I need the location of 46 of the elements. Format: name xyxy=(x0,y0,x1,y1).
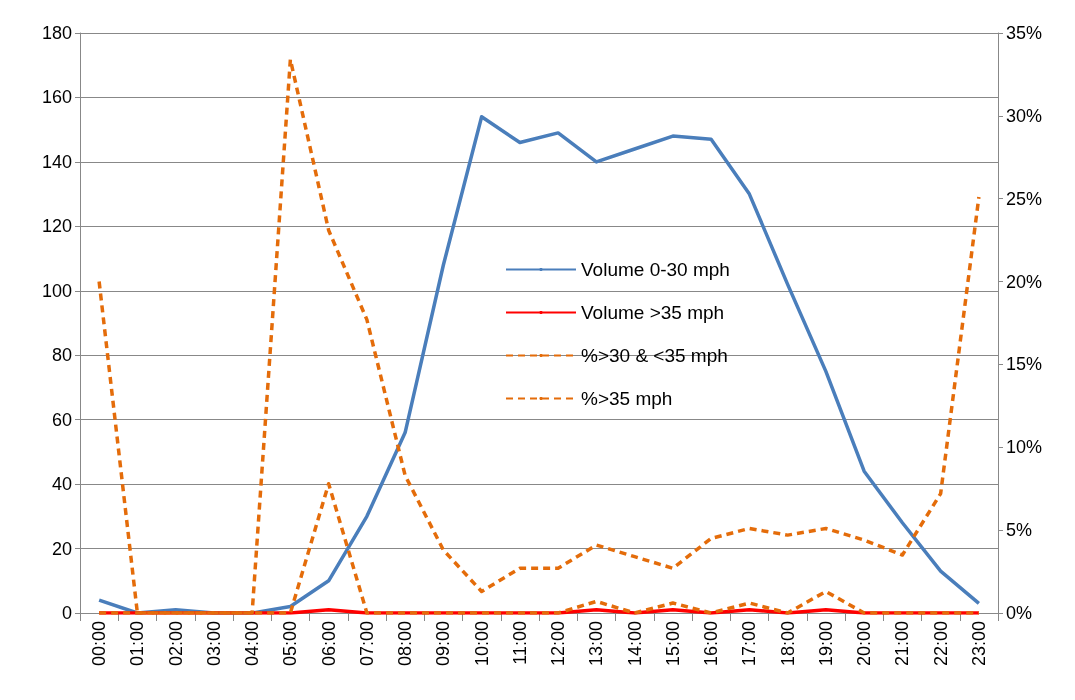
y2-tick-label: 20% xyxy=(1006,271,1043,292)
y-tick-label: 180 xyxy=(41,23,72,43)
y2-tick-label: 30% xyxy=(1006,105,1043,126)
y2-tick-label: 5% xyxy=(1006,520,1033,541)
x-tick-label: 09:00 xyxy=(433,621,454,667)
y-tick-label: 140 xyxy=(41,151,72,172)
x-tick-label: 19:00 xyxy=(815,621,836,667)
y-tick-label: 20 xyxy=(51,538,72,559)
x-tick-label: 18:00 xyxy=(777,621,798,667)
x-tick-label: 21:00 xyxy=(892,621,913,667)
y2-tick-label: 0% xyxy=(1006,603,1033,623)
x-tick-label: 03:00 xyxy=(203,621,224,667)
x-tick-label: 20:00 xyxy=(854,621,875,667)
y2-tick-label: 25% xyxy=(1006,188,1043,209)
legend-label: %>35 mph xyxy=(581,388,673,409)
x-tick-label: 17:00 xyxy=(739,621,760,667)
x-tick-label: 07:00 xyxy=(356,621,377,667)
y-tick-label: 160 xyxy=(41,87,72,108)
x-tick-label: 11:00 xyxy=(509,621,530,665)
x-tick-label: 22:00 xyxy=(930,621,951,667)
legend-label: Volume 0-30 mph xyxy=(581,259,730,280)
x-tick-label: 12:00 xyxy=(548,621,569,667)
y2-tick-label: 35% xyxy=(1006,23,1043,43)
y-tick-label: 40 xyxy=(51,474,72,495)
x-tick-label: 13:00 xyxy=(586,621,607,667)
y-tick-label: 60 xyxy=(51,409,72,430)
x-tick-label: 06:00 xyxy=(318,621,339,667)
x-tick-label: 16:00 xyxy=(701,621,722,667)
x-tick-label: 00:00 xyxy=(89,621,110,667)
x-tick-label: 14:00 xyxy=(624,621,645,667)
x-tick-label: 10:00 xyxy=(471,621,492,667)
y-tick-label: 100 xyxy=(41,280,72,301)
y2-tick-label: 10% xyxy=(1006,437,1043,458)
y-tick-label: 80 xyxy=(51,345,72,366)
legend-label: Volume >35 mph xyxy=(581,302,725,323)
x-tick-label: 04:00 xyxy=(242,621,263,667)
y-tick-label: 0 xyxy=(61,603,72,623)
y2-tick-label: 15% xyxy=(1006,354,1043,375)
x-tick-label: 15:00 xyxy=(662,621,683,667)
x-tick-label: 01:00 xyxy=(127,621,148,667)
x-tick-label: 05:00 xyxy=(280,621,301,667)
x-tick-label: 08:00 xyxy=(395,621,416,667)
x-tick-label: 02:00 xyxy=(165,621,186,667)
x-tick-label: 23:00 xyxy=(968,621,989,667)
legend-label: %>30 & <35 mph xyxy=(581,345,728,366)
y-tick-label: 120 xyxy=(41,216,72,237)
